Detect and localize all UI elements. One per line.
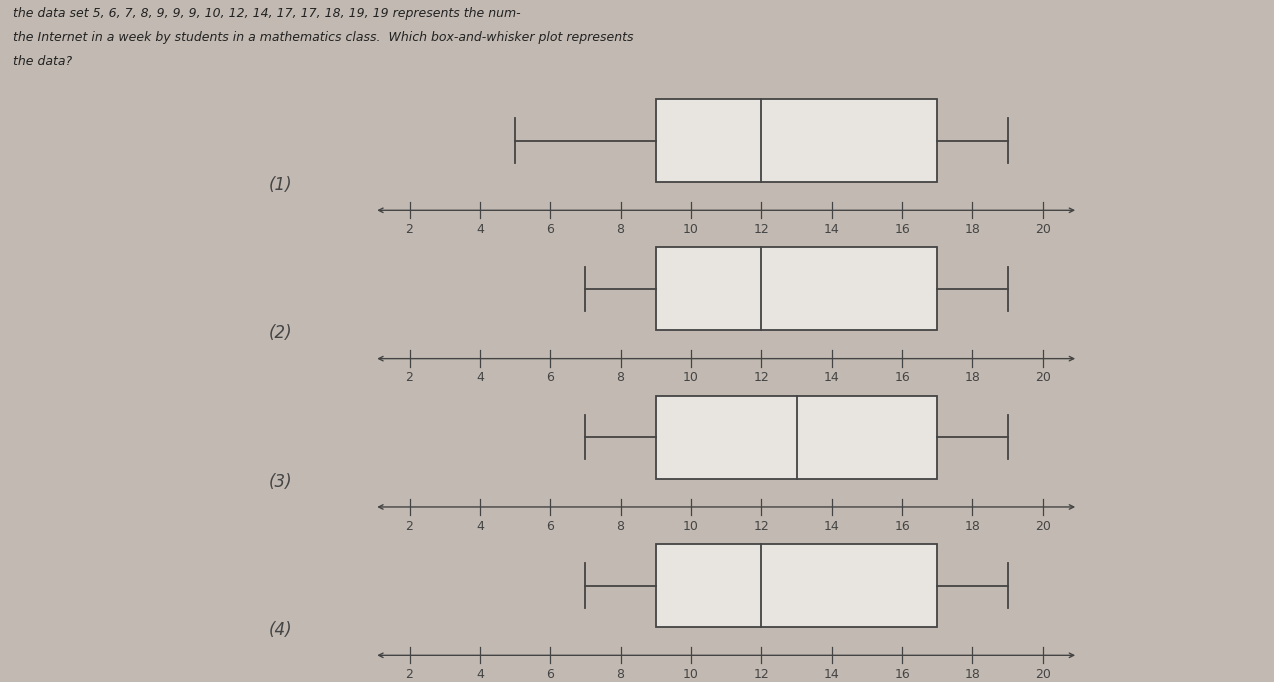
Text: 4: 4: [476, 371, 484, 384]
Text: 20: 20: [1034, 371, 1051, 384]
Text: 6: 6: [547, 520, 554, 533]
Text: 16: 16: [894, 668, 910, 681]
Text: 14: 14: [824, 668, 840, 681]
Text: the data set 5, 6, 7, 8, 9, 9, 9, 10, 12, 14, 17, 17, 18, 19, 19 represents the : the data set 5, 6, 7, 8, 9, 9, 9, 10, 12…: [13, 7, 520, 20]
Text: 18: 18: [964, 668, 981, 681]
Text: 12: 12: [753, 520, 769, 533]
Text: 14: 14: [824, 520, 840, 533]
Text: 2: 2: [405, 668, 414, 681]
Text: 6: 6: [547, 668, 554, 681]
Text: (2): (2): [269, 325, 292, 342]
Text: 4: 4: [476, 223, 484, 236]
Text: 20: 20: [1034, 223, 1051, 236]
Bar: [656, 544, 938, 627]
Text: 8: 8: [617, 371, 624, 384]
Text: the Internet in a week by students in a mathematics class.  Which box-and-whiske: the Internet in a week by students in a …: [13, 31, 633, 44]
Text: 10: 10: [683, 520, 699, 533]
Text: the data?: the data?: [13, 55, 71, 68]
Text: 2: 2: [405, 223, 414, 236]
Text: 16: 16: [894, 371, 910, 384]
Text: 12: 12: [753, 668, 769, 681]
Text: 4: 4: [476, 520, 484, 533]
Text: 8: 8: [617, 520, 624, 533]
Text: 10: 10: [683, 668, 699, 681]
Text: 8: 8: [617, 668, 624, 681]
Text: 6: 6: [547, 371, 554, 384]
Text: 20: 20: [1034, 668, 1051, 681]
Text: 14: 14: [824, 223, 840, 236]
Text: (3): (3): [269, 473, 292, 491]
Text: 8: 8: [617, 223, 624, 236]
Text: 12: 12: [753, 371, 769, 384]
Text: 18: 18: [964, 223, 981, 236]
Text: 20: 20: [1034, 520, 1051, 533]
Text: 6: 6: [547, 223, 554, 236]
Bar: [656, 99, 938, 182]
Text: 12: 12: [753, 223, 769, 236]
Bar: [656, 248, 938, 331]
Text: (4): (4): [269, 621, 292, 639]
Text: 2: 2: [405, 371, 414, 384]
Text: 4: 4: [476, 668, 484, 681]
Text: 16: 16: [894, 223, 910, 236]
Text: 2: 2: [405, 520, 414, 533]
Text: 10: 10: [683, 371, 699, 384]
Text: 18: 18: [964, 371, 981, 384]
Text: 14: 14: [824, 371, 840, 384]
Bar: [656, 396, 938, 479]
Text: (1): (1): [269, 176, 292, 194]
Text: 18: 18: [964, 520, 981, 533]
Text: 16: 16: [894, 520, 910, 533]
Text: 10: 10: [683, 223, 699, 236]
